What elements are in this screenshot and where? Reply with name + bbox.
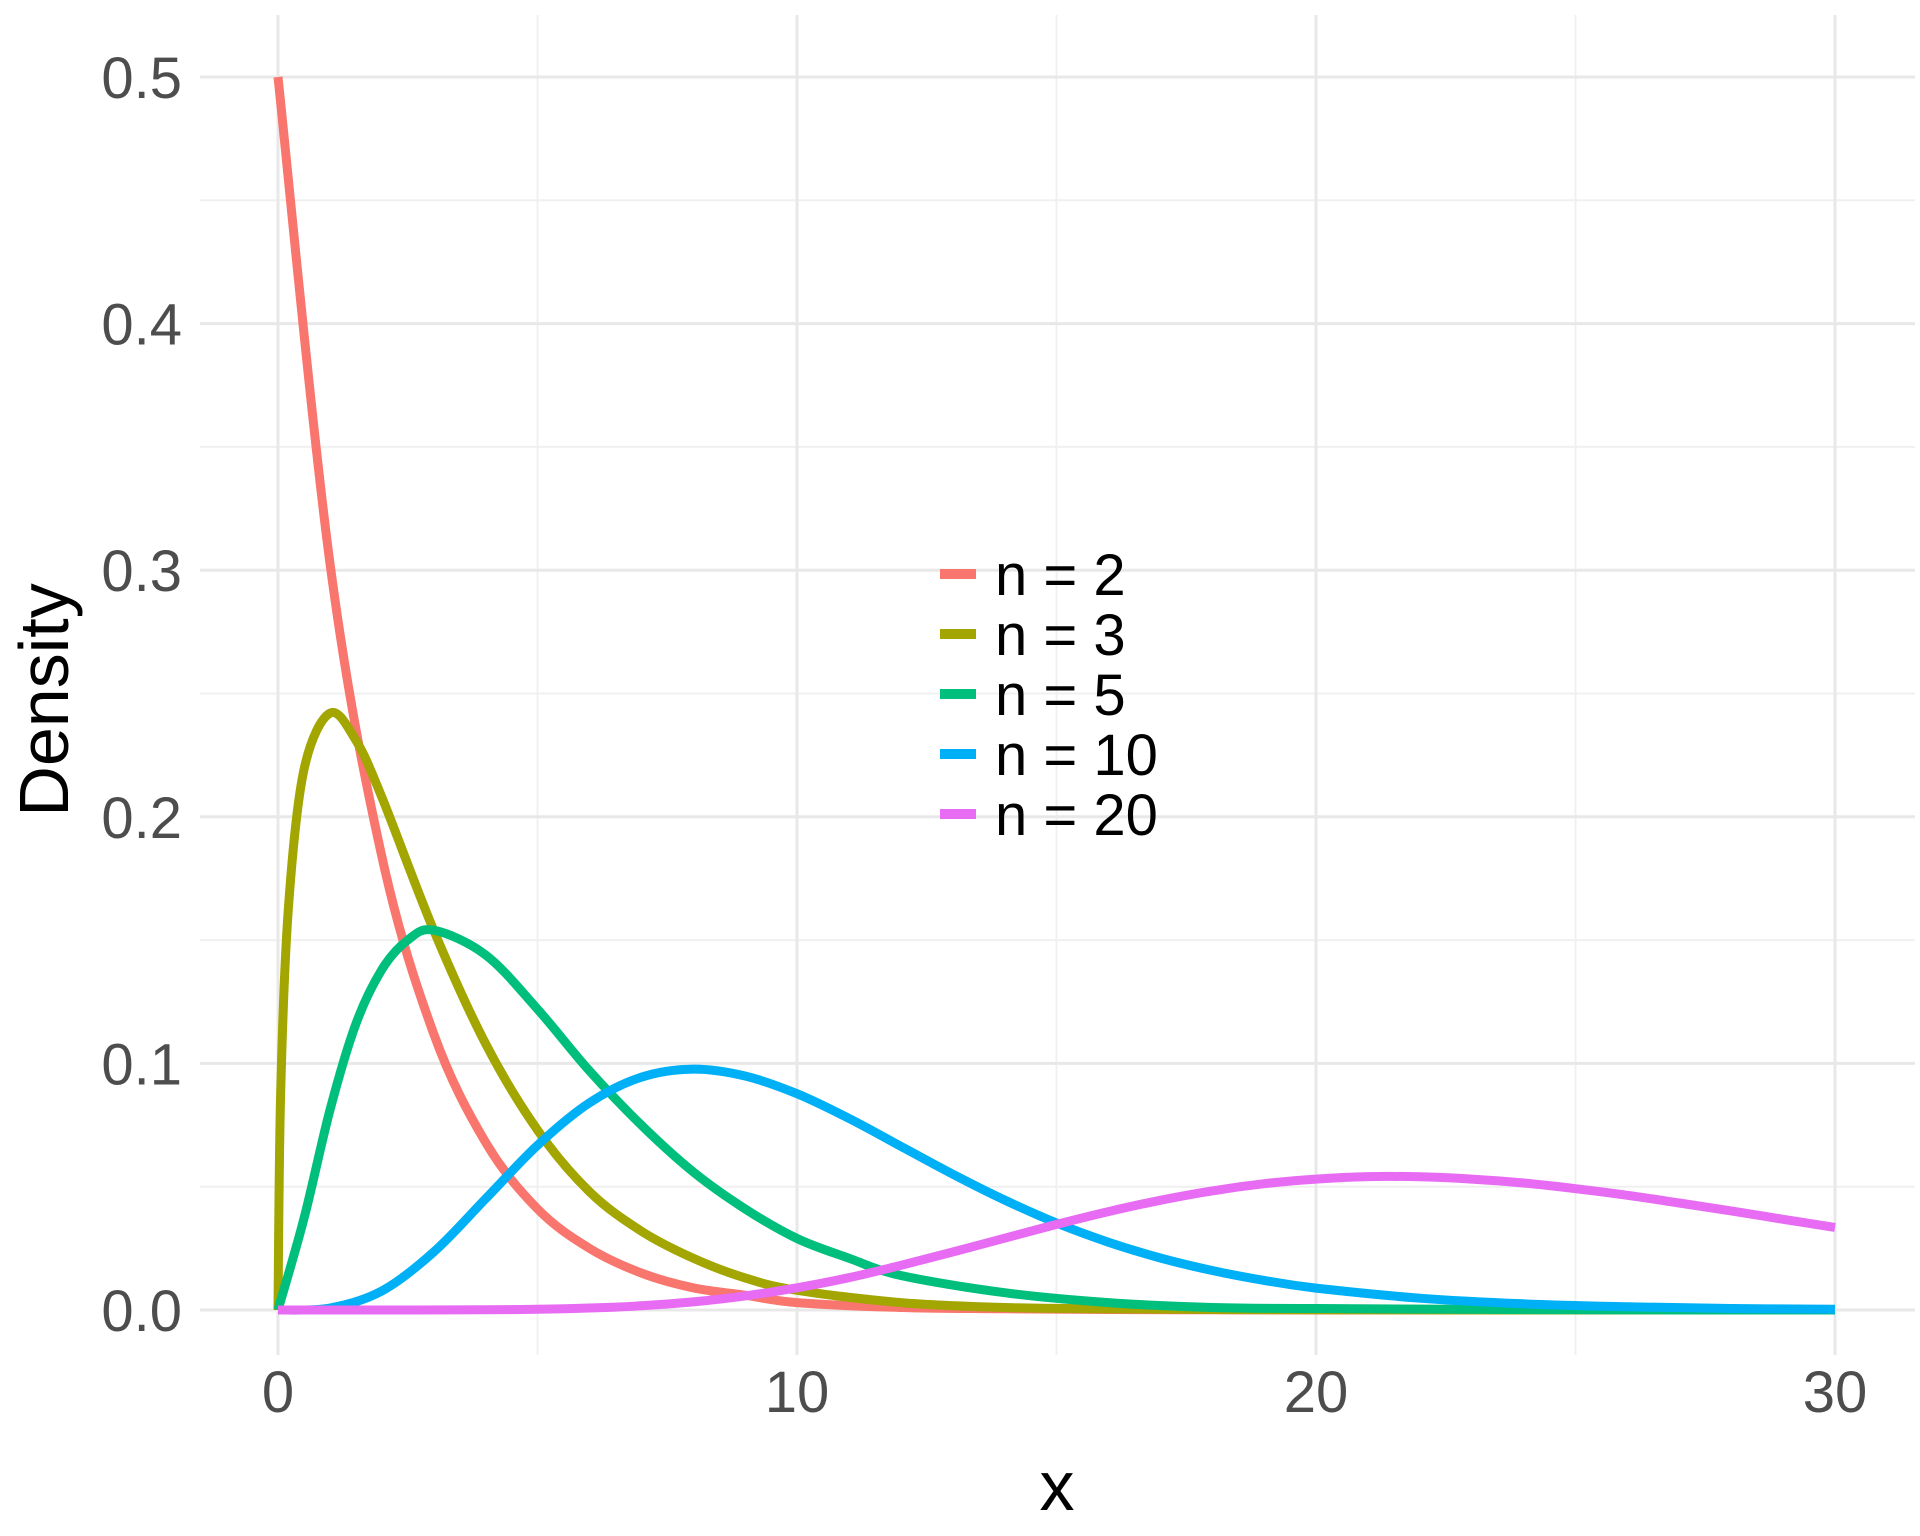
legend: n = 2n = 3n = 5n = 10n = 20 (940, 543, 1158, 848)
x-tick-label: 30 (1803, 1360, 1868, 1425)
y-axis-title: Density (5, 583, 83, 816)
x-tick-label: 20 (1284, 1360, 1349, 1425)
y-tick-label: 0.2 (101, 786, 182, 851)
legend-label: n = 2 (995, 543, 1126, 608)
series-line-5 (278, 1171, 1836, 1315)
x-tick-label: 10 (765, 1360, 830, 1425)
y-tick-label: 0.0 (101, 1279, 182, 1344)
series-layer (273, 76, 1836, 1315)
y-tick-label: 0.5 (101, 46, 182, 111)
legend-label: n = 5 (995, 663, 1126, 728)
y-tick-label: 0.3 (101, 539, 182, 604)
legend-label: n = 20 (995, 783, 1158, 848)
y-tick-label: 0.4 (101, 293, 182, 358)
x-axis-title: x (1040, 1447, 1075, 1525)
y-tick-label: 0.1 (101, 1032, 182, 1097)
series-line-3 (273, 925, 1836, 1315)
x-tick-label: 0 (262, 1360, 294, 1425)
legend-label: n = 10 (995, 723, 1158, 788)
y-axis-ticks: 0.0 0.1 0.2 0.3 0.4 0.5 (101, 46, 182, 1344)
series-line-4 (277, 1064, 1836, 1315)
legend-label: n = 3 (995, 603, 1126, 668)
x-axis-ticks: 0 10 20 30 (262, 1360, 1867, 1425)
